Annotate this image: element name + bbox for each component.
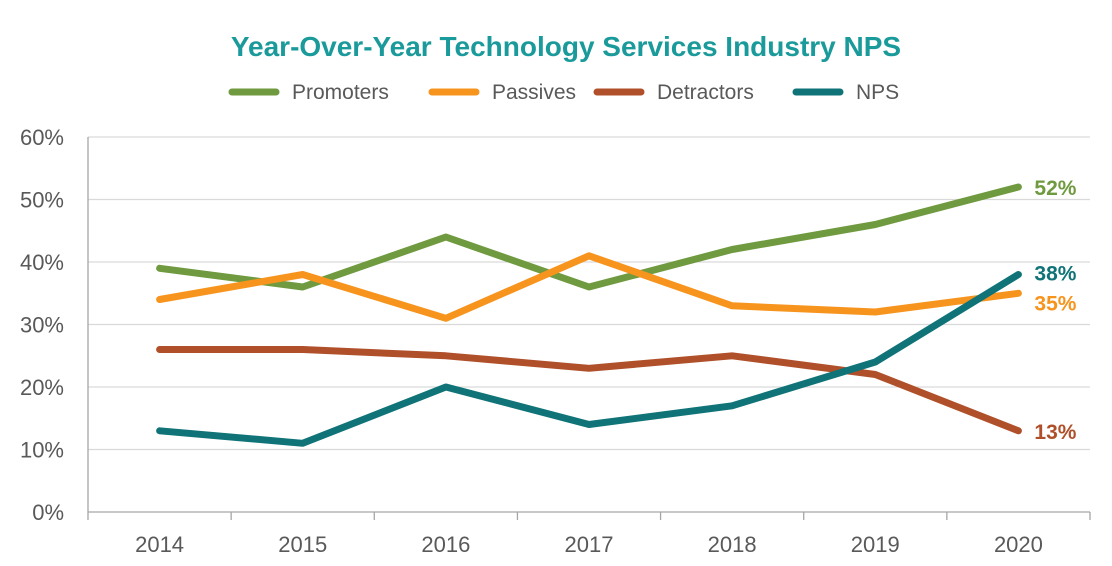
series-line-passives <box>156 252 1022 322</box>
axes <box>87 137 1091 520</box>
x-tick-label: 2016 <box>421 532 470 557</box>
end-label-passives: 35% <box>1034 292 1076 315</box>
end-label-nps: 38% <box>1034 263 1076 286</box>
y-tick-label: 10% <box>20 438 64 463</box>
end-labels: 52% 35% 13% 38% <box>1034 177 1076 444</box>
end-label-promoters: 52% <box>1034 177 1076 200</box>
y-tick-label: 30% <box>20 313 64 338</box>
series-line-detractors <box>156 346 1022 435</box>
chart-title: Year-Over-Year Technology Services Indus… <box>231 31 901 62</box>
x-tick-label: 2018 <box>708 532 757 557</box>
y-tick-label: 20% <box>20 375 64 400</box>
y-tick-label: 60% <box>20 125 64 150</box>
legend-label-passives: Passives <box>492 81 576 104</box>
y-tick-label: 40% <box>20 250 64 275</box>
series-lines <box>156 183 1022 447</box>
legend-label-nps: NPS <box>856 81 899 104</box>
series-line-nps <box>156 271 1022 447</box>
x-tick-label: 2019 <box>851 532 900 557</box>
legend-label-promoters: Promoters <box>292 81 389 104</box>
x-tick-label: 2017 <box>565 532 614 557</box>
series-line-promoters <box>156 183 1022 291</box>
y-tick-label: 0% <box>32 500 64 525</box>
legend-label-detractors: Detractors <box>657 81 754 104</box>
legend: Promoters Passives Detractors NPS <box>228 81 899 104</box>
tick-labels: 0% 10% 20% 30% 40% 50% 60% 2014 2015 2016 2017 2018… <box>20 125 1043 557</box>
x-tick-label: 2015 <box>278 532 327 557</box>
x-tick-label: 2020 <box>994 532 1043 557</box>
gridlines <box>88 136 1090 451</box>
end-label-detractors: 13% <box>1034 421 1076 444</box>
x-tick-label: 2014 <box>135 532 184 557</box>
y-tick-label: 50% <box>20 188 64 213</box>
